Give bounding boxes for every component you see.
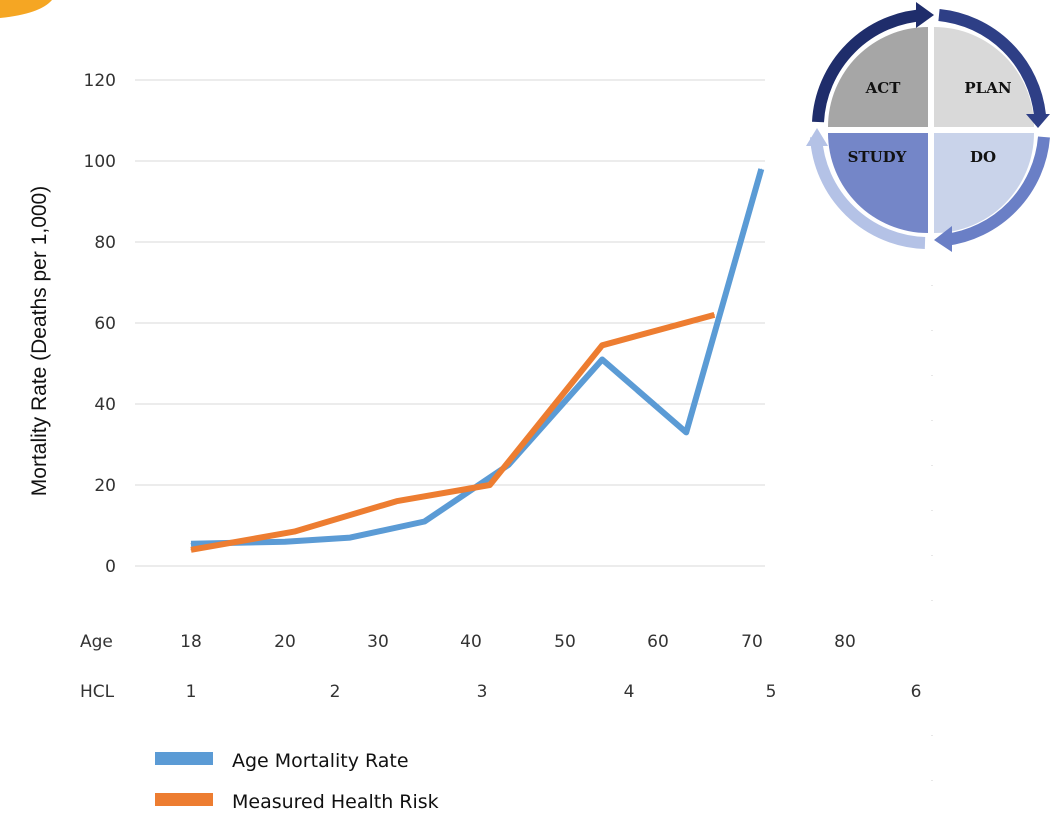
- pdsa-quadrant-study: [828, 133, 928, 233]
- data-point: [349, 537, 351, 539]
- x-tick-age: 80: [834, 632, 856, 652]
- x-tick-hcl: 6: [911, 682, 922, 702]
- data-point: [190, 543, 192, 545]
- y-tick-label: 20: [94, 476, 116, 496]
- series-line-age-mortality: [190, 168, 765, 547]
- x-row-label-age: Age: [80, 632, 113, 652]
- y-tick-label: 60: [94, 314, 116, 334]
- y-tick-label: 80: [94, 233, 116, 253]
- data-point: [190, 549, 192, 551]
- series-line-health-risk: [190, 312, 716, 553]
- y-axis-label: Mortality Rate (Deaths per 1,000): [28, 186, 51, 496]
- data-point: [396, 500, 398, 502]
- x-tick-labels: 18203040506070808123456: [180, 632, 937, 702]
- y-tick-label: 100: [84, 152, 116, 172]
- pdsa-quadrant-act: [828, 27, 928, 127]
- pdsa-arrow-ring-dark: [812, 9, 926, 123]
- x-tick-hcl: 5: [766, 682, 777, 702]
- data-point: [293, 531, 295, 533]
- y-tick-label: 0: [105, 557, 116, 577]
- x-tick-hcl: 2: [330, 682, 341, 702]
- legend-swatch-age-mortality: [155, 752, 213, 765]
- pdsa-arrowhead-study: [806, 128, 828, 146]
- series-lines: [190, 168, 765, 553]
- legend-swatch-health-risk: [155, 793, 213, 806]
- pdsa-label-act: ACT: [865, 79, 902, 97]
- pdsa-arrowhead-act: [916, 2, 934, 28]
- y-tick-labels: 0 20 40 60 80 100 120: [84, 71, 116, 577]
- data-point: [284, 541, 286, 543]
- corner-accent-shape: [0, 0, 52, 18]
- pdsa-quadrant-plan: [934, 27, 1034, 127]
- x-tick-age: 50: [554, 632, 576, 652]
- y-tick-label: 120: [84, 71, 116, 91]
- pdsa-arrowhead-plan: [1026, 114, 1050, 128]
- pdsa-quadrant-do: [934, 133, 1034, 233]
- pdsa-label-plan: PLAN: [964, 79, 1011, 97]
- data-point: [601, 344, 603, 346]
- pdsa-arrow-ring-light: [810, 136, 926, 249]
- pdsa-arrowhead-do: [934, 226, 952, 252]
- data-point: [685, 431, 687, 433]
- x-tick-hcl: 3: [477, 682, 488, 702]
- x-row-label-hcl: HCL: [80, 682, 115, 702]
- data-point: [489, 484, 491, 486]
- y-tick-label: 40: [94, 395, 116, 415]
- x-tick-hcl: 4: [624, 682, 635, 702]
- pdsa-arrow-ring-do: [944, 136, 1050, 246]
- data-point: [424, 520, 425, 522]
- x-tick-age: 18: [180, 632, 202, 652]
- pdsa-label-do: DO: [970, 148, 996, 166]
- x-tick-age: 60: [647, 632, 669, 652]
- pdsa-label-study: STUDY: [848, 148, 907, 166]
- legend-label-age-mortality: Age Mortality Rate: [232, 750, 409, 772]
- x-tick-age: 40: [460, 632, 482, 652]
- legend: Age Mortality Rate Measured Health Risk: [155, 750, 439, 813]
- pdsa-arrow-ring-plan: [938, 9, 1046, 116]
- x-tick-hcl: 1: [186, 682, 197, 702]
- x-tick-age: 20: [274, 632, 296, 652]
- tick-clip-mask: [926, 620, 1050, 710]
- data-point: [713, 314, 715, 316]
- pdsa-cycle-graphic: ACT PLAN STUDY DO: [806, 2, 1050, 252]
- data-point: [601, 358, 603, 360]
- legend-label-health-risk: Measured Health Risk: [232, 791, 439, 813]
- data-point: [760, 168, 762, 170]
- x-tick-age: 30: [367, 632, 389, 652]
- x-tick-age: 70: [741, 632, 763, 652]
- gridlines: [135, 79, 765, 567]
